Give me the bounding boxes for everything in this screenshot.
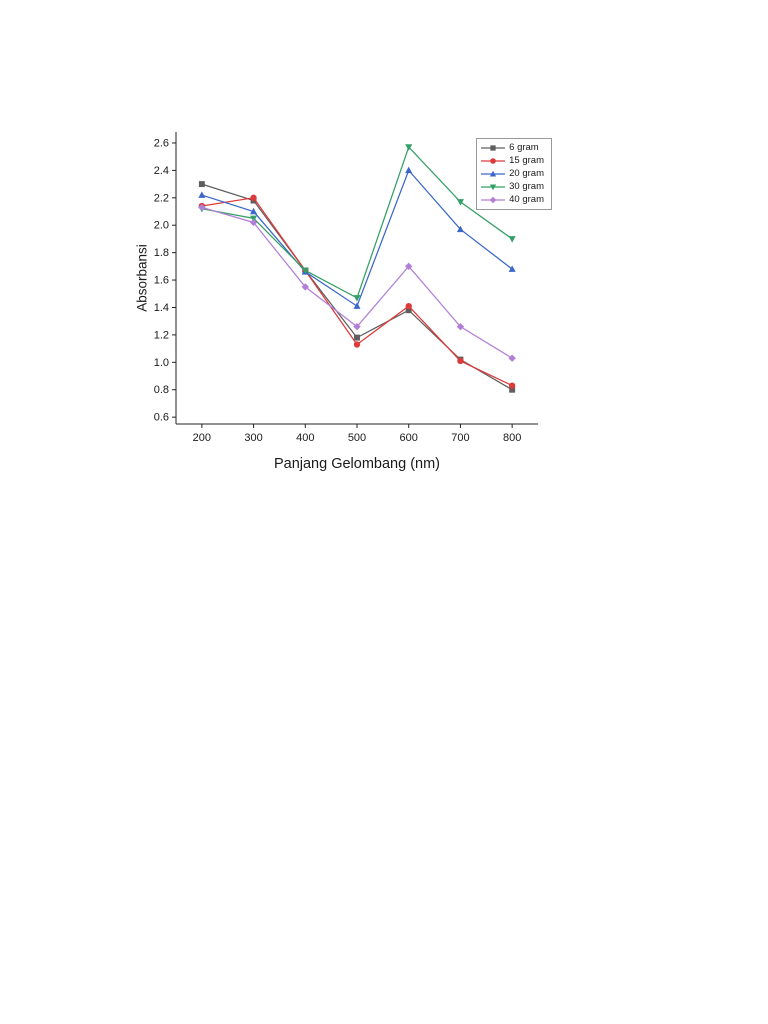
marker-circle [508,382,516,389]
absorbansi-line-chart: 200 300 400 500 600 700 800 0.6 0.8 1.0 1.2 1.4 1.6 1… [128,122,558,494]
x-tick-label: 800 [503,432,521,444]
x-tick-label: 600 [400,432,418,444]
legend-sample-circle-icon [481,158,506,164]
legend-label: 6 gram [509,142,539,153]
x-tick-label: 300 [244,432,262,444]
marker-triangle-up [250,207,258,215]
x-tick-label: 200 [193,432,211,444]
legend-label: 15 gram [509,155,544,166]
series-20-gram [198,166,516,309]
marker-diamond [456,322,465,331]
marker-circle [405,302,412,310]
marker-circle [353,341,361,348]
marker-triangle-down [508,236,516,243]
marker-square [509,386,516,393]
marker-diamond [508,354,516,362]
legend-item: 20 gram [481,168,544,180]
marker-square [354,334,360,341]
marker-triangle-up [456,225,464,233]
marker-square [198,181,205,188]
y-tick-label: 0.6 [154,412,169,424]
y-tick-label: 1.2 [154,329,169,341]
marker-triangle-down [490,184,497,191]
x-axis-title: Panjang Gelombang (nm) [273,456,441,472]
y-tick-label: 1.4 [154,302,169,314]
legend-item: 30 gram [481,181,544,193]
marker-triangle-down [353,295,361,302]
marker-diamond [249,218,258,227]
chart-legend: 6 gram 15 gram 20 gram 30 gram 40 gram [476,138,552,210]
legend-label: 40 gram [509,194,544,205]
y-tick-label: 2.0 [154,220,169,232]
y-axis-title: Absorbansi [134,244,150,312]
marker-triangle-down [301,267,309,275]
marker-diamond [353,322,361,331]
series-30-gram [198,144,516,302]
y-tick-label: 0.8 [154,384,169,396]
legend-item: 15 gram [481,155,544,167]
marker-diamond [301,283,309,291]
series-15-gram [198,194,516,389]
y-tick-label: 2.2 [154,192,169,204]
series-40-gram [198,203,516,362]
y-tick-label: 1.0 [154,357,169,369]
y-tick-label: 1.8 [154,247,169,259]
y-tick-label: 2.4 [154,165,169,177]
x-tick-label: 700 [451,432,469,444]
marker-circle [250,194,257,201]
x-tick-label: 500 [348,432,366,444]
axes: 200 300 400 500 600 700 800 0.6 0.8 1.0 1.2 1.4 1.6 1… [154,132,538,444]
legend-label: 30 gram [509,181,544,192]
marker-square [490,145,496,151]
chart-plot-area: 200 300 400 500 600 700 800 0.6 0.8 1.0 1.2 1.4 1.6 1… [154,132,538,444]
marker-triangle-up [405,166,413,174]
legend-label: 20 gram [509,168,544,179]
marker-circle [490,158,496,164]
legend-item: 40 gram [481,194,544,206]
marker-circle [457,357,464,365]
legend-sample-triangle-up-icon [481,170,506,177]
marker-triangle-up [198,191,206,198]
marker-triangle-up [508,265,516,272]
y-tick-label: 1.6 [154,275,169,287]
marker-diamond [405,262,413,271]
legend-sample-diamond-icon [481,196,506,204]
marker-triangle-down [405,144,413,151]
legend-item: 6 gram [481,142,544,154]
x-tick-label: 400 [296,432,314,444]
legend-sample-square-icon [481,145,506,151]
marker-triangle-up [353,302,361,309]
marker-triangle-up [490,170,497,177]
y-tick-label: 2.6 [154,137,169,149]
marker-triangle-down [456,199,464,206]
marker-diamond [198,203,206,212]
series-6-gram [198,181,516,393]
marker-diamond [489,196,497,204]
marker-square [405,307,412,314]
legend-sample-triangle-down-icon [481,184,506,191]
